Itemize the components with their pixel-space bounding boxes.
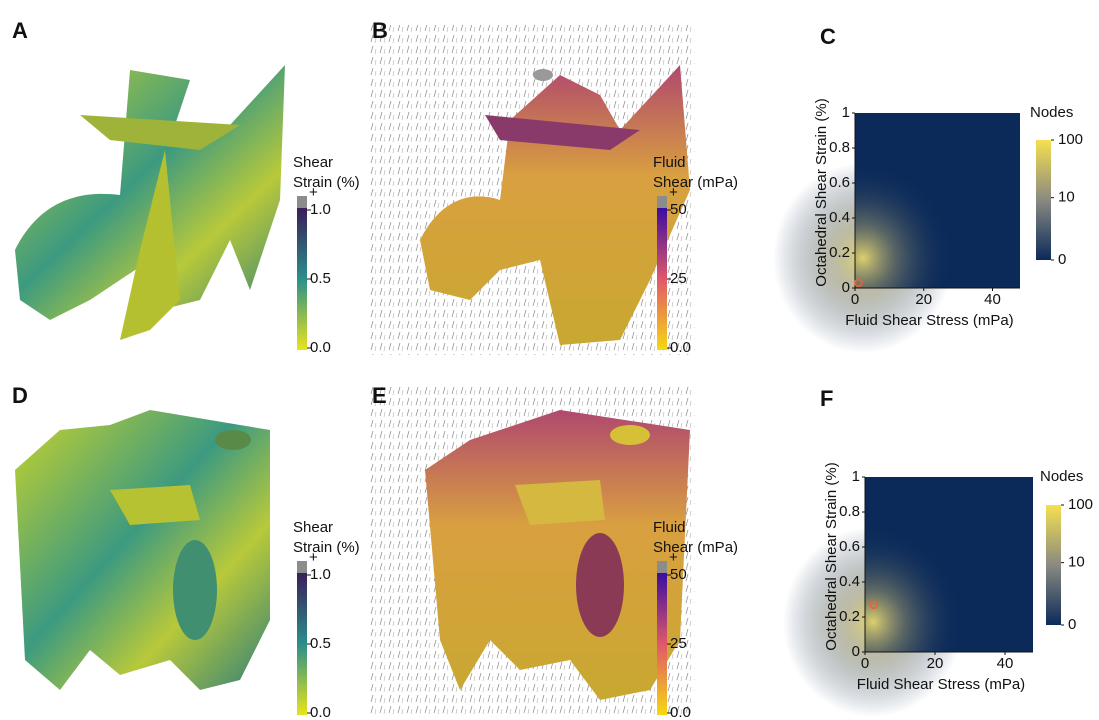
colorbar-overflow [297, 196, 307, 208]
colorbar-tick-label: 0.5 [310, 635, 331, 652]
colorbar-title: Fluid [653, 519, 686, 536]
colorbar-title: Shear (mPa) [653, 539, 738, 556]
colorbar-tick-label: 1.0 [310, 201, 331, 218]
colorbar-tick-label: 0 [1058, 251, 1066, 268]
y-tick-label: 0 [842, 279, 850, 296]
colorbar-title: Shear (mPa) [653, 174, 738, 191]
y-tick-label: 1 [852, 468, 860, 485]
colorbar-title: Nodes [1040, 468, 1083, 485]
y-tick-label: 0.8 [839, 503, 860, 520]
colorbar-title: Shear [293, 519, 333, 536]
panel-label: C [820, 24, 836, 49]
colorbar-overflow-label: + [309, 184, 318, 201]
panel-label: E [372, 383, 387, 408]
colorbar-title: Strain (%) [293, 174, 360, 191]
y-tick-label: 0.8 [829, 139, 850, 156]
panel-label: D [12, 383, 28, 408]
figure: AShearStrain (%)+1.00.50.0BFluidShear (m… [0, 0, 1099, 720]
colorbar-tick-label: 0.0 [670, 339, 691, 356]
y-tick-label: 0.6 [829, 174, 850, 191]
colorbar-title: Nodes [1030, 104, 1073, 121]
y-axis-label: Octahedral Shear Strain (%) [813, 98, 830, 286]
colorbar-tick-label: 50 [670, 566, 687, 583]
colorbar-tick-label: 0.5 [310, 270, 331, 287]
colorbar-overflow-label: + [669, 549, 678, 566]
colorbar-tick-label: 100 [1068, 496, 1093, 513]
panel-label: F [820, 386, 833, 411]
x-axis-label: Fluid Shear Stress (mPa) [845, 312, 1013, 329]
colorbar-overflow [297, 561, 307, 573]
x-tick-label: 20 [915, 291, 932, 308]
colorbar-tick-label: 0.0 [670, 704, 691, 720]
x-tick-label: 40 [997, 655, 1014, 672]
colorbar-tick-label: 0.0 [310, 339, 331, 356]
colorbar-overflow [657, 561, 667, 573]
x-tick-label: 20 [927, 655, 944, 672]
colorbar-tick-label: 100 [1058, 131, 1083, 148]
colorbar-overflow-label: + [309, 549, 318, 566]
y-tick-label: 0.4 [829, 209, 850, 226]
colorbar [657, 208, 667, 350]
panel-label: B [372, 18, 388, 43]
colorbar-tick-label: 10 [1058, 189, 1075, 206]
y-tick-label: 0.6 [839, 538, 860, 555]
colorbar-overflow [657, 196, 667, 208]
colorbar-tick-label: 50 [670, 201, 687, 218]
colorbar-title: Shear [293, 154, 333, 171]
colorbar-overflow-label: + [669, 184, 678, 201]
x-tick-label: 40 [984, 291, 1001, 308]
y-tick-label: 0.2 [839, 608, 860, 625]
y-tick-label: 0.4 [839, 573, 860, 590]
render-a [15, 65, 285, 340]
colorbar-tick-label: 0 [1068, 616, 1076, 633]
render-d [15, 410, 270, 690]
colorbar-tick-label: 25 [670, 270, 687, 287]
colorbar-title: Fluid [653, 154, 686, 171]
colorbar [657, 573, 667, 715]
colorbar-tick-label: 1.0 [310, 566, 331, 583]
x-axis-label: Fluid Shear Stress (mPa) [857, 676, 1025, 693]
x-tick-label: 0 [851, 291, 859, 308]
colorbar [297, 573, 307, 715]
y-tick-label: 0.2 [829, 244, 850, 261]
y-axis-label: Octahedral Shear Strain (%) [823, 462, 840, 650]
colorbar-tick-label: 25 [670, 635, 687, 652]
colorbar [1036, 140, 1051, 260]
y-tick-label: 1 [842, 104, 850, 121]
colorbar-title: Strain (%) [293, 539, 360, 556]
colorbar [297, 208, 307, 350]
x-tick-label: 0 [861, 655, 869, 672]
panel-label: A [12, 18, 28, 43]
render-e [370, 385, 695, 715]
colorbar [1046, 505, 1061, 625]
colorbar-tick-label: 10 [1068, 554, 1085, 571]
colorbar-tick-label: 0.0 [310, 704, 331, 720]
y-tick-label: 0 [852, 643, 860, 660]
render-b [370, 25, 695, 355]
